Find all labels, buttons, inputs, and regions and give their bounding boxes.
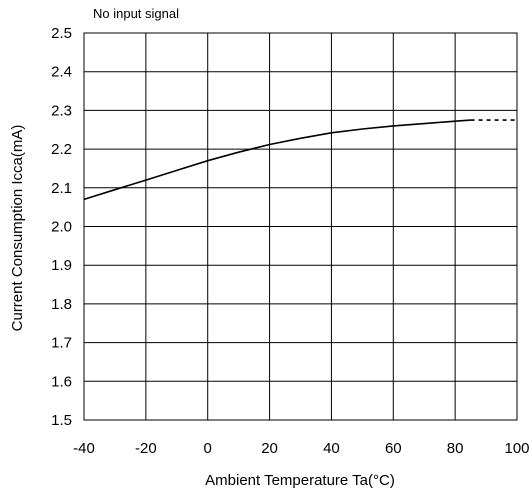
x-tick-label: -40 [73, 440, 95, 457]
x-tick-label: 40 [323, 440, 340, 457]
y-tick-label: 2.1 [51, 180, 72, 197]
y-tick-label: 1.6 [51, 373, 72, 390]
annotation-no-input-signal: No input signal [93, 6, 179, 21]
y-tick-label: 2.4 [51, 64, 72, 81]
y-tick-label: 1.8 [51, 296, 72, 313]
y-tick-label: 1.9 [51, 257, 72, 274]
x-tick-label: -20 [135, 440, 157, 457]
y-tick-label: 2.5 [51, 25, 72, 42]
y-tick-label: 2.0 [51, 219, 72, 236]
x-axis-label: Ambient Temperature Ta(°C) [205, 472, 395, 489]
x-tick-label: 0 [204, 440, 212, 457]
y-axis-label: Current Consumption Icca(mA) [9, 125, 26, 332]
x-tick-label: 20 [261, 440, 278, 457]
plot-frame [83, 32, 518, 421]
axis-ticks: -40 -20 0 20 40 60 80 100 2.5 2.4 2.3 2.2 2.1 2.0 1.9 1… [51, 25, 529, 457]
y-tick-label: 2.3 [51, 102, 72, 119]
series-group [83, 119, 517, 201]
y-tick-label: 1.5 [51, 412, 72, 429]
x-tick-label: 60 [385, 440, 402, 457]
y-tick-label: 2.2 [51, 141, 72, 158]
x-tick-label: 100 [504, 440, 529, 457]
series-line-solid [83, 119, 471, 201]
grid [84, 33, 517, 420]
x-tick-label: 80 [447, 440, 464, 457]
y-tick-label: 1.7 [51, 335, 72, 352]
